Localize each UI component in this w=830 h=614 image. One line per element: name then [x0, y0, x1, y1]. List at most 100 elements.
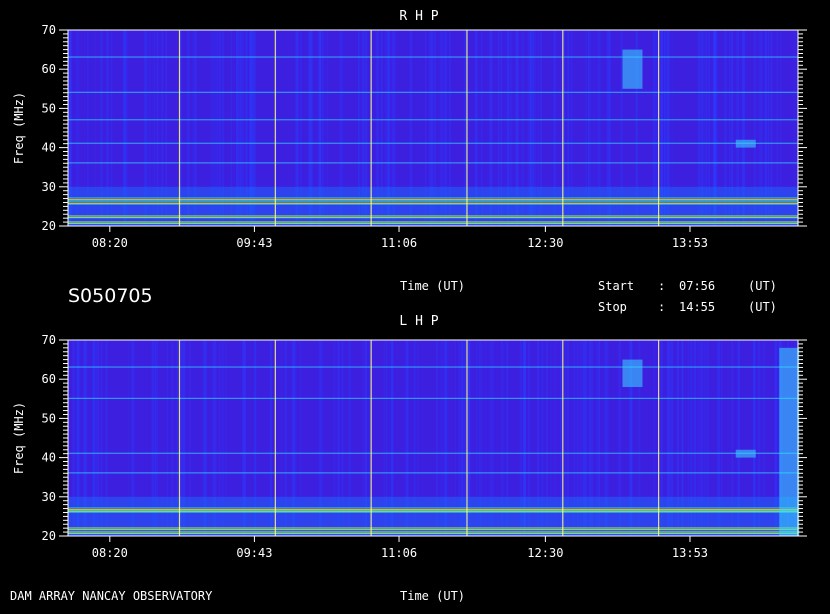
spectrum-background [68, 340, 798, 536]
spectrum-streak [522, 340, 526, 536]
spectrum-streak [435, 340, 439, 536]
spectrum-streak [409, 30, 413, 226]
spectrum-streak [673, 30, 675, 226]
spectrum-streak [394, 30, 396, 226]
spectrum-streak [476, 340, 478, 536]
spectrum-streak [687, 340, 689, 536]
spectrum-streak [590, 340, 594, 536]
spectrum-streak [535, 30, 537, 226]
spectrum-streak [133, 340, 135, 536]
spectrum-streak [476, 30, 478, 226]
spectrum-background [68, 30, 798, 226]
spectrum-streak [245, 30, 248, 226]
interference-band-core [68, 201, 798, 203]
spectrum-streak [576, 340, 579, 536]
spectrum-streak [165, 30, 167, 226]
interference-band [68, 452, 798, 454]
spectrum-streak [251, 30, 254, 226]
mid-time-label: Time (UT) [400, 279, 465, 293]
spectrum-streak [759, 30, 762, 226]
interference-band-core [68, 221, 798, 223]
y-tick-label: 30 [42, 490, 56, 504]
spectrum-streak [770, 30, 773, 226]
spectrum-streak [417, 340, 420, 536]
spectrum-streak [717, 340, 720, 536]
spectrum-streak [519, 340, 522, 536]
spectrum-streak [362, 340, 365, 536]
interference-band-core [68, 527, 798, 529]
spectrum-streak [539, 30, 543, 226]
spectrum-streak [193, 340, 195, 536]
x-tick-label: 11:06 [381, 546, 417, 560]
spectrum-streak [425, 30, 427, 226]
spectrum-streak [550, 340, 552, 536]
spectrum-streak [489, 30, 493, 226]
spectrum-streak [764, 340, 766, 536]
spectrum-streak [467, 340, 471, 536]
spectrum-streak [506, 340, 509, 536]
lhp-panel: L H P Freq (MHz) 20 30 40 50 60 70 08:20 09:43… [12, 314, 807, 560]
date-code: S050705 [68, 285, 153, 307]
spectrum-streak [498, 30, 500, 226]
spectrum-streak [68, 30, 71, 226]
spectrum-streak [559, 340, 563, 536]
interference-band [68, 142, 798, 144]
spectrum-streak [188, 340, 191, 536]
spectrum-streak [740, 30, 742, 226]
spectrum-streak [793, 30, 795, 226]
spectrum-streak [238, 30, 242, 226]
spectrum-streak [78, 340, 80, 536]
spectrum-streak [703, 340, 706, 536]
spectrum-streak [652, 30, 656, 226]
spectrum-streak [523, 340, 526, 536]
y-tick-label: 60 [42, 372, 56, 386]
lhp-ylabel: Freq (MHz) [12, 402, 26, 474]
spectrum-streak [660, 30, 663, 226]
spectrum-streak [529, 30, 531, 226]
spectrum-streak [308, 30, 311, 226]
spectrum-streak [444, 340, 447, 536]
spectrum-streak [660, 340, 664, 536]
spectrum-streak [474, 30, 478, 226]
spectrum-streak [235, 30, 239, 226]
x-tick-label: 08:20 [92, 236, 128, 250]
spectrum-streak [445, 340, 448, 536]
spectrum-streak [467, 340, 469, 536]
spectrum-streak [300, 30, 303, 226]
spectrum-streak [584, 30, 588, 226]
spectrum-streak [293, 340, 296, 536]
spectrum-streak [219, 30, 221, 226]
interference-band [68, 397, 798, 399]
interference-band [68, 119, 798, 121]
spectrum-streak [489, 340, 492, 536]
spectrum-streak [638, 340, 641, 536]
interference-band-core [68, 531, 798, 533]
spectrum-streak [310, 30, 312, 226]
spectrum-streak [341, 340, 343, 536]
spectrum-streak [628, 340, 631, 536]
spectrum-streak [212, 340, 215, 536]
spectrum-streak [147, 30, 149, 226]
spectrum-streak [244, 340, 247, 536]
spectrum-streak [110, 30, 113, 226]
spectrum-streak [741, 30, 745, 226]
spectrum-streak [697, 30, 701, 226]
spectrum-streak [132, 340, 134, 536]
spectrum-streak [461, 340, 463, 536]
spectrum-streak [720, 340, 723, 536]
spectrum-streak [527, 30, 531, 226]
info-block: S050705 Time (UT) Start : 07:56 (UT) Sto… [68, 279, 777, 314]
spectrum-streak [664, 30, 666, 226]
spectrum-streak [706, 340, 709, 536]
spectrum-streak [753, 30, 756, 226]
spectrum-streak [730, 30, 734, 226]
spectrum-streak [440, 340, 444, 536]
x-tick-label: 09:43 [236, 236, 272, 250]
spectrum-streak [280, 340, 283, 536]
spectrum-streak [210, 30, 212, 226]
spectrum-streak [203, 340, 207, 536]
spectrum-streak [408, 340, 410, 536]
spectrum-streak [480, 30, 484, 226]
spectrum-streak [222, 340, 224, 536]
